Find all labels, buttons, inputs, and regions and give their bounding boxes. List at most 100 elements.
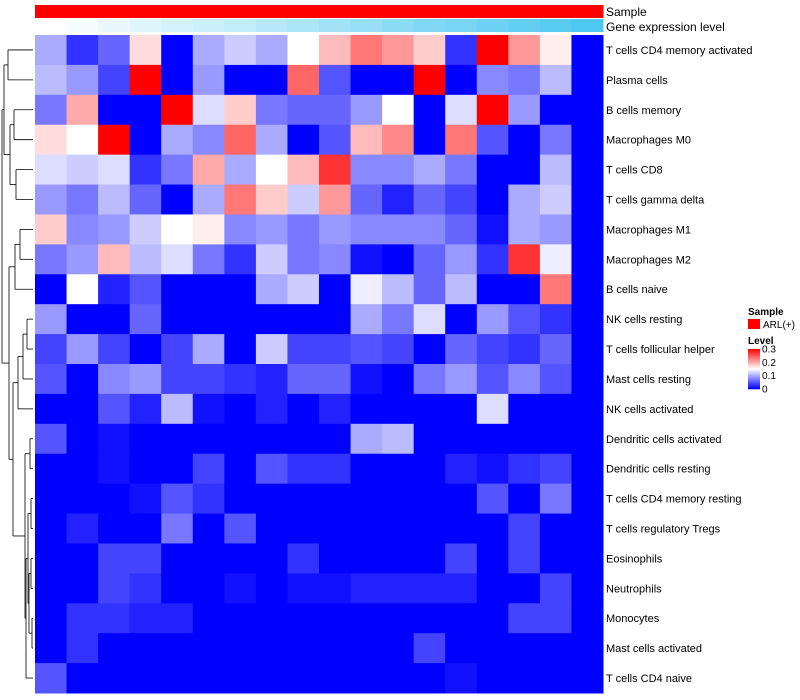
heatmap-cell [287,543,320,574]
heatmap-cell [98,214,131,245]
heatmap-cell [98,663,131,694]
heatmap-cell [539,244,572,275]
colorbar-tick-label: 0 [762,385,768,396]
heatmap-cell [413,64,446,96]
heatmap-cell [350,663,383,694]
heatmap-cell [476,94,509,126]
heatmap-cell [224,154,257,186]
heatmap-cell [413,94,446,126]
heatmap-cell [66,154,99,186]
sample-annotation-cell [476,5,509,18]
heatmap-cell [287,573,320,604]
expression-annotation-cell [508,19,541,32]
heatmap-cell [35,483,68,515]
heatmap-cell [287,94,320,126]
heatmap-cell [508,304,541,335]
heatmap-cell [319,663,352,694]
heatmap-cell [224,124,257,156]
heatmap-cell [319,364,352,395]
heatmap-cell [508,94,541,126]
heatmap-cell [350,603,383,634]
heatmap-cell [161,393,194,425]
heatmap-cell [476,543,509,574]
heatmap-cell [35,154,68,186]
heatmap-cell [35,94,68,126]
expression-annotation-cell [413,19,446,32]
heatmap-cell [287,633,320,664]
heatmap-cell [413,393,446,425]
heatmap-cell [539,94,572,126]
sample-annotation-cell [350,5,383,18]
heatmap-cell [161,483,194,515]
heatmap-cell [539,393,572,425]
heatmap-cell [192,124,225,156]
heatmap-cell [445,184,478,215]
heatmap-cell [98,244,131,275]
heatmap-cell [224,483,257,515]
heatmap-cell [413,214,446,245]
heatmap-cell [319,334,352,365]
colorbar-segment [748,353,760,355]
heatmap-cell [255,94,288,126]
colorbar-segment [748,380,760,382]
heatmap-cell [319,274,352,305]
heatmap-cell [287,35,320,66]
heatmap-cell [539,453,572,485]
heatmap-cell [445,603,478,634]
heatmap-cell [319,124,352,156]
heatmap-cell [539,513,572,544]
heatmap-cell [224,663,257,694]
expression-annotation-cell [66,19,99,32]
heatmap-cell [66,663,99,694]
heatmap-cell [539,124,572,156]
colorbar-segment [748,349,760,351]
heatmap-cell [413,453,446,485]
heatmap-cell [129,663,162,694]
heatmap-cell [287,154,320,186]
heatmap-cell [350,483,383,515]
heatmap-cell [287,274,320,305]
heatmap-cell [287,453,320,485]
heatmap-cell [192,35,225,66]
heatmap-cell [319,543,352,574]
heatmap-cell [445,393,478,425]
heatmap-cell [35,513,68,544]
heatmap-cell [319,94,352,126]
heatmap-cell [192,393,225,425]
heatmap-cell [571,124,604,156]
heatmap-cell [350,393,383,425]
row-label: Mast cells resting [606,374,691,386]
heatmap-cell [287,603,320,634]
heatmap-cell [66,633,99,664]
heatmap-cell [161,543,194,574]
heatmap-cell [476,393,509,425]
row-label: B cells naive [606,284,668,296]
heatmap-cell [66,483,99,515]
heatmap-cell [129,334,162,365]
heatmap-cell [129,603,162,634]
sample-annotation-cell [508,5,541,18]
heatmap-cell [539,663,572,694]
heatmap-cell [287,364,320,395]
heatmap-cell [287,513,320,544]
heatmap-cell [476,214,509,245]
colorbar-segment [748,354,760,356]
heatmap-cell [192,543,225,574]
heatmap-cell [98,423,131,455]
heatmap-cell [98,393,131,425]
heatmap-cell [287,334,320,365]
heatmap-cell [445,543,478,574]
colorbar-segment [748,350,760,352]
heatmap-cell [129,453,162,485]
colorbar-tick-label: 0.3 [762,345,776,356]
heatmap-cell [539,334,572,365]
heatmap-cell [35,64,68,96]
heatmap-cell [445,154,478,186]
heatmap-cell [413,663,446,694]
heatmap-cell [445,35,478,66]
heatmap-cell [287,184,320,215]
heatmap-cell [224,603,257,634]
heatmap-cell [382,214,415,245]
heatmap-cell [161,35,194,66]
row-label: T cells gamma delta [606,195,705,207]
